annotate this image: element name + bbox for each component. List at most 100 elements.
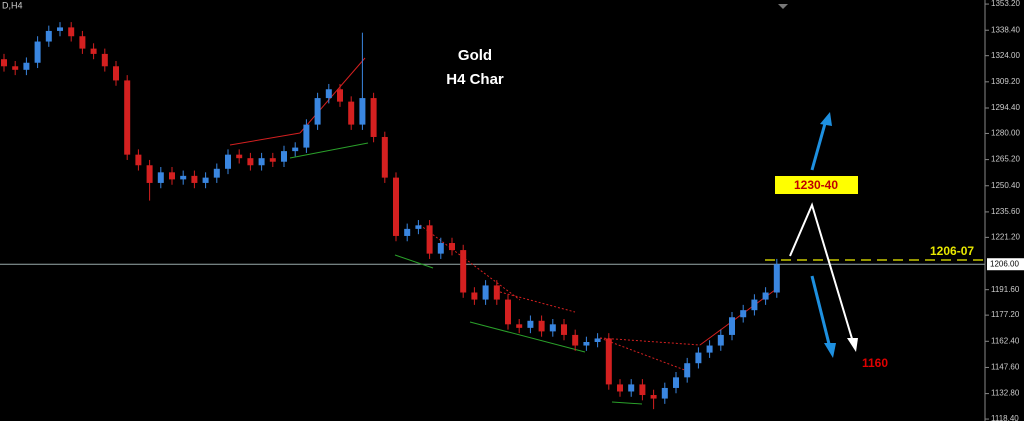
candle-body <box>101 53 108 67</box>
candle-body <box>404 228 411 236</box>
candle-body <box>639 384 646 396</box>
y-tick-label: 1132.80 <box>991 389 1020 398</box>
candle-body <box>538 320 545 332</box>
y-tick-label: 1294.40 <box>991 103 1020 112</box>
y-tick-label: 1338.40 <box>991 25 1020 34</box>
candle-body <box>169 172 175 180</box>
candle-body <box>225 154 231 169</box>
candle-body <box>314 98 321 125</box>
arrow-head <box>847 338 858 352</box>
candle-body <box>247 158 254 166</box>
candle-body <box>213 168 220 178</box>
candle-body <box>661 387 668 399</box>
trend-line <box>394 254 434 269</box>
candle-body <box>269 158 276 162</box>
candle-body <box>706 345 713 353</box>
candle-body <box>549 324 556 332</box>
candle-body <box>135 154 142 166</box>
candle-body <box>325 89 332 99</box>
arrow-head <box>820 112 832 126</box>
candle-body <box>303 124 310 148</box>
candle-body <box>348 101 355 125</box>
annotation: 1160 <box>862 356 888 370</box>
candle-body <box>751 299 758 311</box>
candle-body <box>684 363 691 378</box>
candle-body <box>426 225 433 254</box>
candle-body <box>437 243 444 254</box>
arrow-down <box>810 275 832 349</box>
candle-body <box>460 250 467 293</box>
candle-body <box>561 324 567 335</box>
candle-body <box>124 80 131 155</box>
candle-body <box>762 292 769 300</box>
candle-body <box>202 177 209 183</box>
candle-body <box>729 317 735 335</box>
candle-body <box>583 341 590 346</box>
annotation: 1206-07 <box>930 244 974 258</box>
target-box <box>775 176 858 194</box>
trend-line <box>611 401 643 405</box>
trend-line <box>469 321 586 353</box>
candle-body <box>527 320 534 328</box>
y-tick-label: 1147.60 <box>991 363 1020 372</box>
candle-body <box>191 175 198 183</box>
candle-body <box>359 98 366 125</box>
candle-body <box>482 285 489 300</box>
candle-body <box>572 334 579 346</box>
price-label: 1206.00 <box>990 259 1019 268</box>
candle-body <box>449 243 455 251</box>
candle-body <box>717 334 724 346</box>
y-tick-label: 1353.20 <box>991 0 1020 8</box>
annotation: 1230-40 <box>794 178 838 192</box>
candle-body <box>292 147 299 152</box>
chart-subtitle: H4 Char <box>446 71 504 88</box>
symbol-label: D,H4 <box>2 0 23 10</box>
price-label-box <box>987 258 1024 271</box>
candle-body <box>337 89 343 102</box>
candle-body <box>45 30 52 42</box>
y-tick-label: 1118.40 <box>991 414 1019 421</box>
y-tick-label: 1235.60 <box>991 207 1020 216</box>
candle-body <box>673 377 679 388</box>
trend-line <box>599 337 701 346</box>
candle-body <box>180 175 187 180</box>
candle-body <box>57 27 63 31</box>
y-tick-label: 1250.40 <box>991 181 1020 190</box>
trend-line <box>299 57 366 134</box>
trend-line <box>289 142 369 159</box>
candle-body <box>12 66 19 70</box>
candle-body <box>650 395 657 399</box>
candle-body <box>415 225 422 229</box>
chart-title: Gold <box>458 47 492 64</box>
trend-line <box>229 132 301 146</box>
candle-body <box>471 292 478 300</box>
y-tick-label: 1162.40 <box>991 336 1020 345</box>
candle-body <box>740 310 747 318</box>
y-tick-label: 1280.00 <box>991 129 1020 138</box>
candle-body <box>34 41 41 63</box>
candle-body <box>617 384 623 392</box>
candle-body <box>90 48 97 54</box>
y-tick-label: 1177.20 <box>991 310 1020 319</box>
projection-path <box>789 202 854 343</box>
trend-line <box>599 337 691 373</box>
candle-body <box>236 154 243 159</box>
y-tick-label: 1324.00 <box>991 51 1020 60</box>
candle-body <box>594 338 601 342</box>
candle-body <box>381 136 388 178</box>
arrow-up <box>810 119 828 171</box>
candle-body <box>113 66 119 81</box>
candle-body <box>258 158 265 166</box>
candle-body <box>79 36 86 49</box>
candle-body <box>157 172 164 183</box>
candle-body <box>773 264 780 293</box>
marker <box>778 4 788 9</box>
candle-body <box>281 151 287 162</box>
candle-body <box>516 324 523 328</box>
candle-body <box>1 59 7 67</box>
candle-body <box>23 62 30 70</box>
candle-body <box>68 27 75 37</box>
y-tick-label: 1265.20 <box>991 155 1020 164</box>
